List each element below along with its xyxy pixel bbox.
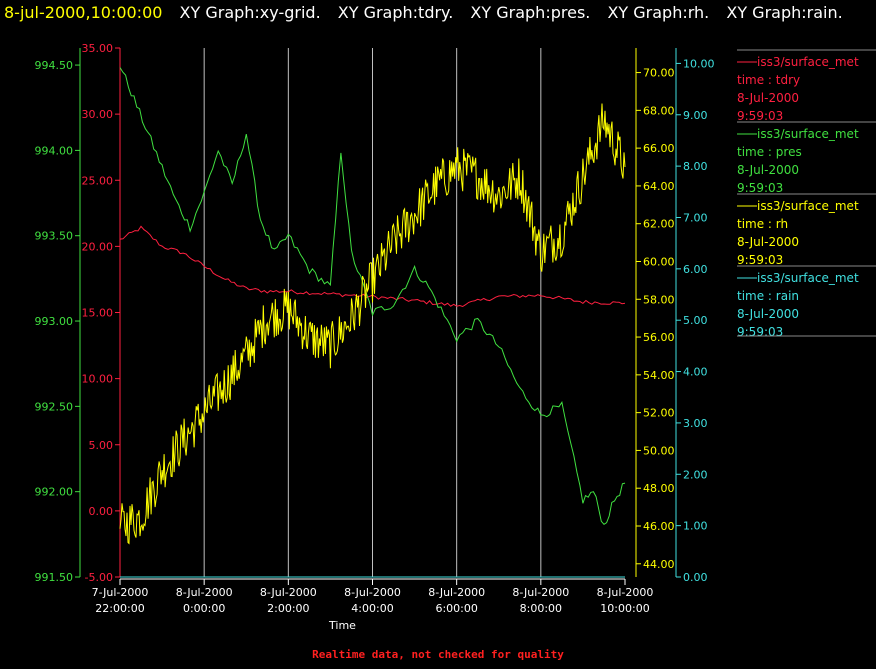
x-tick-label-date: 8-Jul-2000 — [260, 586, 317, 599]
rh-tick-label: 52.00 — [643, 407, 675, 420]
rh-tick-label: 70.00 — [643, 67, 675, 80]
pres-tick-label: 994.50 — [35, 59, 74, 72]
graph-title-rh: XY Graph:rh. — [607, 3, 710, 22]
x-tick-label-date: 8-Jul-2000 — [344, 586, 401, 599]
rh-tick-label: 66.00 — [643, 142, 675, 155]
tdry-tick-label: 15.00 — [82, 307, 114, 320]
x-tick-label-time: 8:00:00 — [520, 602, 562, 615]
x-tick-label-date: 8-Jul-2000 — [176, 586, 233, 599]
legend-time: 9:59:03 — [737, 253, 783, 267]
rain-tick-label: 8.00 — [683, 160, 708, 173]
rh-series-line — [119, 103, 626, 545]
x-tick-label-time: 4:00:00 — [351, 602, 393, 615]
legend-date: 8-Jul-2000 — [737, 307, 799, 321]
window-title-bar: 8-jul-2000,10:00:00 XY Graph:xy-grid. XY… — [0, 0, 876, 26]
rh-tick-label: 46.00 — [643, 520, 675, 533]
rain-tick-label: 9.00 — [683, 109, 708, 122]
x-tick-label-time: 0:00:00 — [183, 602, 225, 615]
legend-source: iss3/surface_met — [757, 127, 859, 141]
rh-tick-label: 62.00 — [643, 218, 675, 231]
rh-tick-label: 56.00 — [643, 331, 675, 344]
legend-date: 8-Jul-2000 — [737, 163, 799, 177]
rh-tick-label: 48.00 — [643, 482, 675, 495]
rain-tick-label: 5.00 — [683, 314, 708, 327]
tdry-tick-label: -5.00 — [85, 571, 113, 584]
graph-title-xy-grid: XY Graph:xy-grid. — [179, 3, 321, 22]
rh-tick-label: 60.00 — [643, 255, 675, 268]
pres-tick-label: 992.50 — [35, 400, 74, 413]
quality-notice: Realtime data, not checked for quality — [312, 648, 564, 661]
tdry-tick-label: 35.00 — [82, 42, 114, 55]
rain-tick-label: 1.00 — [683, 520, 708, 533]
rain-tick-label: 3.00 — [683, 417, 708, 430]
x-tick-label-date: 8-Jul-2000 — [597, 586, 654, 599]
rh-tick-label: 64.00 — [643, 180, 675, 193]
rain-tick-label: 4.00 — [683, 366, 708, 379]
legend-label: time : pres — [737, 145, 802, 159]
tdry-tick-label: 25.00 — [82, 174, 114, 187]
legend-label: time : rain — [737, 289, 799, 303]
legend-date: 8-Jul-2000 — [737, 235, 799, 249]
rain-tick-label: 10.00 — [683, 57, 715, 70]
legend-source: iss3/surface_met — [757, 271, 859, 285]
timestamp: 8-jul-2000,10:00:00 — [4, 3, 163, 22]
legend-date: 8-Jul-2000 — [737, 91, 799, 105]
legend-time: 9:59:03 — [737, 325, 783, 339]
pres-tick-label: 994.00 — [35, 144, 74, 157]
x-tick-label-date: 7-Jul-2000 — [92, 586, 149, 599]
pres-tick-label: 992.00 — [35, 486, 74, 499]
x-tick-label-time: 10:00:00 — [600, 602, 649, 615]
rain-tick-label: 2.00 — [683, 468, 708, 481]
x-tick-label-time: 2:00:00 — [267, 602, 309, 615]
graph-title-pres: XY Graph:pres. — [470, 3, 591, 22]
legend-time: 9:59:03 — [737, 109, 783, 123]
x-tick-label-time: 22:00:00 — [95, 602, 144, 615]
rain-tick-label: 7.00 — [683, 211, 708, 224]
rh-tick-label: 58.00 — [643, 293, 675, 306]
pres-tick-label: 993.50 — [35, 230, 74, 243]
rh-tick-label: 44.00 — [643, 558, 675, 571]
rain-tick-label: 6.00 — [683, 263, 708, 276]
pres-tick-label: 991.50 — [35, 571, 74, 584]
rh-tick-label: 68.00 — [643, 104, 675, 117]
legend-source: iss3/surface_met — [757, 55, 859, 69]
x-tick-label-date: 8-Jul-2000 — [512, 586, 569, 599]
graph-title-tdry: XY Graph:tdry. — [337, 3, 454, 22]
legend-source: iss3/surface_met — [757, 199, 859, 213]
rh-tick-label: 50.00 — [643, 444, 675, 457]
rh-tick-label: 54.00 — [643, 369, 675, 382]
x-axis-label: Time — [328, 619, 356, 632]
legend-time: 9:59:03 — [737, 181, 783, 195]
tdry-tick-label: 20.00 — [82, 240, 114, 253]
tdry-tick-label: 0.00 — [89, 505, 114, 518]
x-tick-label-date: 8-Jul-2000 — [428, 586, 485, 599]
x-tick-label-time: 6:00:00 — [435, 602, 477, 615]
tdry-tick-label: 10.00 — [82, 373, 114, 386]
graph-title-rain: XY Graph:rain. — [726, 3, 843, 22]
legend-label: time : tdry — [737, 73, 800, 87]
tdry-tick-label: 30.00 — [82, 108, 114, 121]
rain-tick-label: 0.00 — [683, 571, 708, 584]
pres-series-line — [119, 67, 626, 525]
legend-label: time : rh — [737, 217, 788, 231]
tdry-tick-label: 5.00 — [89, 439, 114, 452]
pres-tick-label: 993.00 — [35, 315, 74, 328]
